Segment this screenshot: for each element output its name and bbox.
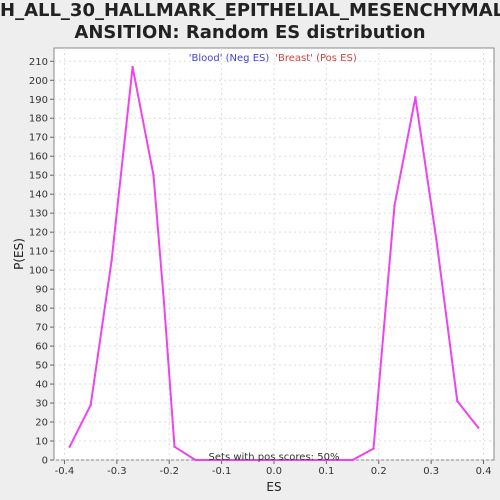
x-tick-label: 0.0 — [266, 466, 282, 477]
y-tick-label: 140 — [29, 190, 48, 201]
y-tick-label: 40 — [35, 380, 48, 391]
y-tick-label: 10 — [35, 437, 48, 448]
y-tick-label: 150 — [29, 171, 48, 182]
x-tick-label: -0.4 — [55, 466, 75, 477]
x-tick-label: -0.1 — [212, 466, 232, 477]
y-axis-label: P(ES) — [12, 238, 26, 270]
x-tick-label: 0.1 — [318, 466, 334, 477]
y-tick-label: 160 — [29, 152, 48, 163]
y-tick-label: 90 — [35, 285, 48, 296]
y-tick-label: 120 — [29, 228, 48, 239]
y-tick-label: 180 — [29, 114, 48, 125]
grid-lines — [54, 48, 494, 461]
x-tick-label: 0.3 — [423, 466, 439, 477]
x-tick-label: -0.2 — [159, 466, 179, 477]
data-point — [68, 445, 71, 448]
y-tick-label: 130 — [29, 209, 48, 220]
y-tick-label: 20 — [35, 418, 48, 429]
data-point — [215, 458, 218, 462]
data-point — [89, 403, 92, 407]
x-tick-label: 0.2 — [371, 466, 387, 477]
y-tick-label: 100 — [29, 266, 48, 277]
y-tick-label: 0 — [42, 456, 48, 467]
x-axis-ticks: -0.4 -0.3 -0.2 -0.1 0.0 0.1 0.2 0.3 0.4 — [55, 460, 492, 477]
x-tick-label: -0.3 — [107, 466, 127, 477]
data-point — [152, 174, 155, 177]
series-layer — [68, 65, 480, 462]
y-tick-label: 80 — [35, 304, 48, 315]
y-tick-label: 210 — [29, 57, 48, 68]
data-point — [477, 426, 480, 429]
y-tick-label: 200 — [29, 76, 48, 87]
data-point — [162, 301, 166, 304]
data-point — [194, 458, 197, 462]
legend-neg-es: 'Blood' (Neg ES) — [189, 53, 270, 64]
x-tick-label: 0.4 — [476, 466, 492, 477]
data-point — [372, 447, 375, 450]
data-point — [414, 96, 417, 99]
legend-pos-es: 'Breast' (Pos ES) — [275, 53, 357, 64]
data-point — [173, 445, 176, 448]
data-point — [351, 458, 354, 462]
y-tick-label: 170 — [29, 133, 48, 144]
y-tick-label: 70 — [35, 323, 48, 334]
data-point — [110, 259, 113, 262]
data-point — [456, 399, 459, 403]
y-axis-ticks: 0 10 20 30 40 50 60 70 80 90 100 110 120 130 140 150 160… — [29, 57, 54, 467]
pos-scores-annotation: Sets with pos scores: 50% — [209, 452, 340, 463]
data-point — [236, 458, 239, 462]
x-axis-label: ES — [266, 480, 281, 494]
data-point — [393, 204, 396, 207]
data-point — [435, 238, 438, 241]
y-tick-label: 110 — [29, 247, 48, 258]
chart-title-line-2: ANSITION: Random ES distribution — [74, 22, 426, 43]
y-tick-label: 30 — [35, 399, 48, 410]
y-tick-label: 190 — [29, 95, 48, 106]
y-tick-label: 50 — [35, 361, 48, 372]
data-point — [131, 65, 134, 69]
chart-title-line-1: H_ALL_30_HALLMARK_EPITHELIAL_MESENCHYMAL… — [0, 0, 500, 21]
chart-title: H_ALL_30_HALLMARK_EPITHELIAL_MESENCHYMAL… — [0, 0, 500, 44]
y-tick-label: 60 — [35, 342, 48, 353]
